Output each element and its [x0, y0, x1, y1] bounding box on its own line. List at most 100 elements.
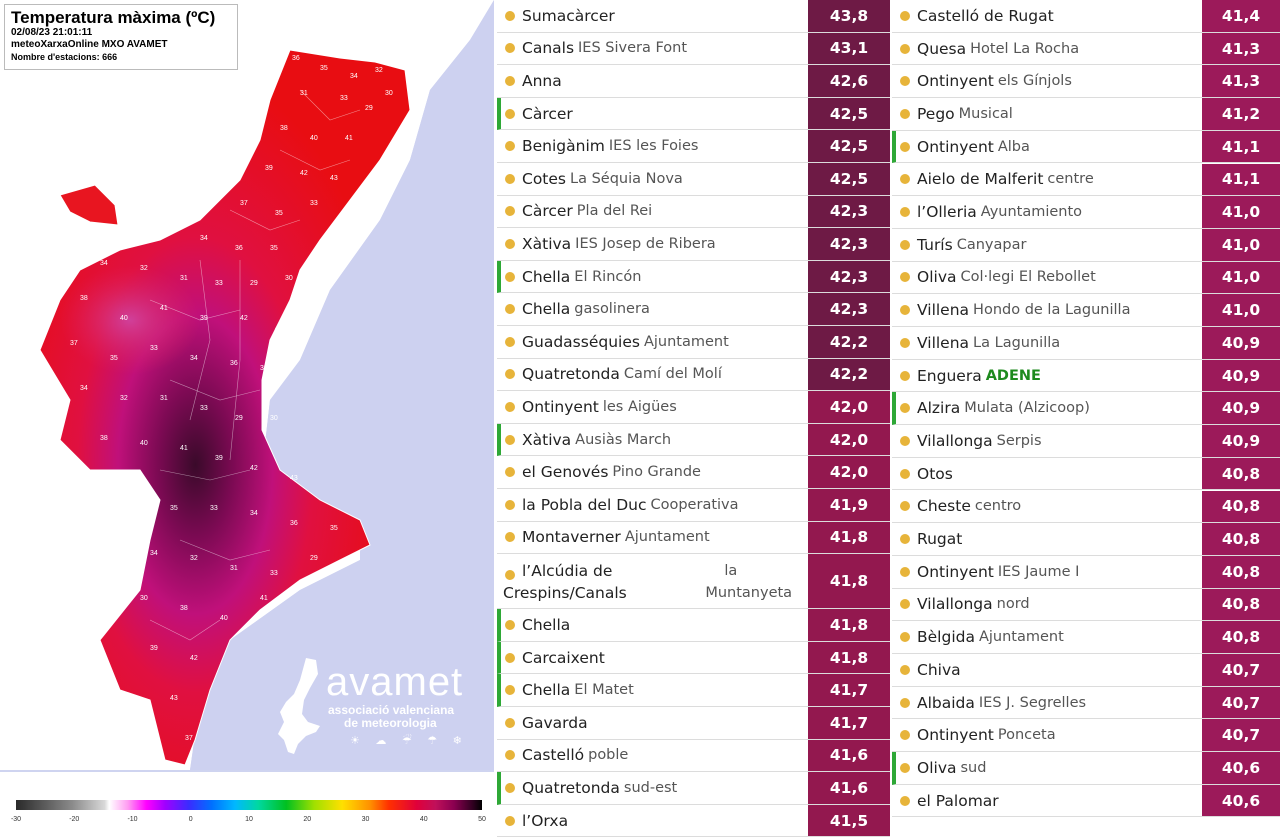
ranking-row[interactable]: Quatretonda Camí del Molí 42,2 — [497, 358, 890, 392]
station-name[interactable]: Canyapar — [956, 236, 1027, 253]
station-name[interactable]: Pino Grande — [612, 464, 701, 481]
station-name[interactable]: Hotel La Rocha — [970, 40, 1080, 57]
ranking-row[interactable]: Oliva Col·legi El Rebollet 41,0 — [892, 261, 1280, 295]
station-name[interactable]: els Gínjols — [997, 73, 1072, 90]
ranking-row[interactable]: Villena La Lagunilla 40,9 — [892, 327, 1280, 360]
ranking-row[interactable]: Canals IES Sivera Font 43,1 — [497, 32, 890, 66]
ranking-row[interactable]: Benigànim IES les Foies 42,5 — [497, 130, 890, 163]
station-name[interactable]: Col·legi El Rebollet — [960, 269, 1096, 286]
town-name[interactable]: Ontinyent — [917, 137, 994, 156]
town-name[interactable]: Alzira — [917, 399, 961, 418]
town-name[interactable]: l’Olleria — [917, 203, 977, 222]
ranking-row[interactable]: Ontinyent les Aigües 42,0 — [497, 391, 890, 424]
station-name[interactable]: Ajuntament — [624, 529, 710, 546]
ranking-row[interactable]: Vilallonga nord 40,8 — [892, 588, 1280, 622]
ranking-row[interactable]: Cheste centro 40,8 — [892, 490, 1280, 524]
station-name[interactable]: Hondo de la Lagunilla — [973, 302, 1131, 319]
town-name[interactable]: Ontinyent — [917, 562, 994, 581]
ranking-row[interactable]: Albaida IES J. Segrelles 40,7 — [892, 686, 1280, 720]
town-name[interactable]: Carcaixent — [522, 648, 605, 667]
station-name[interactable]: centro — [974, 498, 1022, 515]
town-name[interactable]: la Pobla del Duc — [522, 495, 647, 514]
town-name[interactable]: Gavarda — [522, 713, 588, 732]
station-name[interactable]: IES Sivera Font — [578, 40, 688, 57]
station-name[interactable]: La Séquia Nova — [570, 170, 683, 187]
town-name[interactable]: Sumacàrcer — [522, 6, 615, 25]
ranking-row[interactable]: Quesa Hotel La Rocha 41,3 — [892, 32, 1280, 66]
town-name[interactable]: Enguera — [917, 366, 982, 385]
town-name[interactable]: Chiva — [917, 660, 961, 679]
town-name[interactable]: Oliva — [917, 268, 957, 287]
town-name[interactable]: Albaida — [917, 693, 975, 712]
ranking-row[interactable]: Rugat 40,8 — [892, 523, 1280, 556]
station-name[interactable]: Serpis — [996, 432, 1042, 449]
town-name[interactable]: Aielo de Malferit — [917, 170, 1044, 189]
ranking-row[interactable]: Enguera ADENE 40,9 — [892, 359, 1280, 393]
ranking-row[interactable]: Gavarda 41,7 — [497, 707, 890, 740]
town-name[interactable]: Bèlgida — [917, 628, 975, 647]
station-name[interactable]: sud-est — [623, 779, 678, 796]
town-name[interactable]: Xàtiva — [522, 234, 572, 253]
town-name[interactable]: Quesa — [917, 39, 967, 58]
town-name[interactable]: Pego — [917, 104, 955, 123]
town-name[interactable]: Chella — [522, 615, 571, 634]
station-name[interactable]: La Lagunilla — [973, 334, 1061, 351]
station-name[interactable]: Ayuntamiento — [980, 204, 1083, 221]
ranking-row[interactable]: Villena Hondo de la Lagunilla 41,0 — [892, 294, 1280, 327]
ranking-row[interactable]: Pego Musical 41,2 — [892, 98, 1280, 131]
station-name[interactable]: gasolinera — [574, 301, 650, 318]
ranking-row[interactable]: Montaverner Ajuntament 41,8 — [497, 521, 890, 555]
ranking-row[interactable]: Castelló de Rugat 41,4 — [892, 0, 1280, 33]
ranking-row[interactable]: l’Orxa 41,5 — [497, 804, 890, 838]
ranking-row[interactable]: Carcaixent 41,8 — [497, 641, 890, 675]
station-name[interactable]: Camí del Molí — [623, 366, 722, 383]
ranking-row[interactable]: Guadasséquies Ajuntament 42,2 — [497, 326, 890, 359]
ranking-row[interactable]: Bèlgida Ajuntament 40,8 — [892, 621, 1280, 654]
town-name[interactable]: Chella — [522, 267, 571, 286]
ranking-row[interactable]: el Genovés Pino Grande 42,0 — [497, 456, 890, 489]
ranking-row[interactable]: Chella 41,8 — [497, 609, 890, 642]
station-name[interactable]: IES Josep de Ribera — [575, 235, 716, 252]
station-name[interactable]: la Muntanyeta — [705, 563, 793, 602]
ranking-row[interactable]: Ontinyent Alba 41,1 — [892, 130, 1280, 164]
town-name[interactable]: l’Alcúdia de Crespins/Canals — [503, 562, 627, 603]
town-name[interactable]: l’Orxa — [522, 811, 569, 830]
ranking-row[interactable]: Chella El Rincón 42,3 — [497, 260, 890, 294]
station-name[interactable]: Ponceta — [997, 727, 1056, 744]
town-name[interactable]: Chella — [522, 681, 571, 700]
town-name[interactable]: Càrcer — [522, 202, 573, 221]
ranking-row[interactable]: Chiva 40,7 — [892, 654, 1280, 687]
station-name[interactable]: Pla del Rei — [576, 203, 653, 220]
ranking-row[interactable]: Sumacàrcer 43,8 — [497, 0, 890, 33]
ranking-row[interactable]: Ontinyent els Gínjols 41,3 — [892, 65, 1280, 99]
town-name[interactable]: Quatretonda — [522, 365, 620, 384]
ranking-row[interactable]: Xàtiva Ausiàs March 42,0 — [497, 423, 890, 457]
ranking-row[interactable]: Castelló poble 41,6 — [497, 739, 890, 773]
station-name[interactable]: ADENE — [985, 367, 1041, 384]
ranking-row[interactable]: Ontinyent IES Jaume I 40,8 — [892, 555, 1280, 589]
ranking-row[interactable]: Quatretonda sud-est 41,6 — [497, 772, 890, 805]
town-name[interactable]: Castelló de Rugat — [917, 6, 1054, 25]
town-name[interactable]: Xàtiva — [522, 430, 572, 449]
station-name[interactable]: Alba — [997, 138, 1030, 155]
town-name[interactable]: Quatretonda — [522, 778, 620, 797]
town-name[interactable]: Oliva — [917, 758, 957, 777]
town-name[interactable]: Cotes — [522, 169, 566, 188]
ranking-row[interactable]: Ontinyent Ponceta 40,7 — [892, 719, 1280, 753]
town-name[interactable]: Chella — [522, 300, 571, 319]
town-name[interactable]: Vilallonga — [917, 595, 993, 614]
station-name[interactable]: Mulata (Alzicoop) — [964, 400, 1090, 417]
station-name[interactable]: El Matet — [574, 682, 634, 699]
ranking-row[interactable]: Oliva sud 40,6 — [892, 752, 1280, 785]
ranking-row[interactable]: Cotes La Séquia Nova 42,5 — [497, 163, 890, 196]
ranking-row[interactable]: Aielo de Malferit centre 41,1 — [892, 163, 1280, 197]
station-name[interactable]: centre — [1047, 171, 1094, 188]
station-name[interactable]: Cooperativa — [650, 496, 739, 513]
station-name[interactable]: IES Jaume I — [997, 563, 1080, 580]
ranking-row[interactable]: Alzira Mulata (Alzicoop) 40,9 — [892, 392, 1280, 426]
town-name[interactable]: Villena — [917, 333, 970, 352]
town-name[interactable]: Villena — [917, 301, 970, 320]
station-name[interactable]: Ausiàs March — [575, 431, 672, 448]
town-name[interactable]: Anna — [522, 71, 562, 90]
ranking-row[interactable]: Càrcer 42,5 — [497, 97, 890, 131]
